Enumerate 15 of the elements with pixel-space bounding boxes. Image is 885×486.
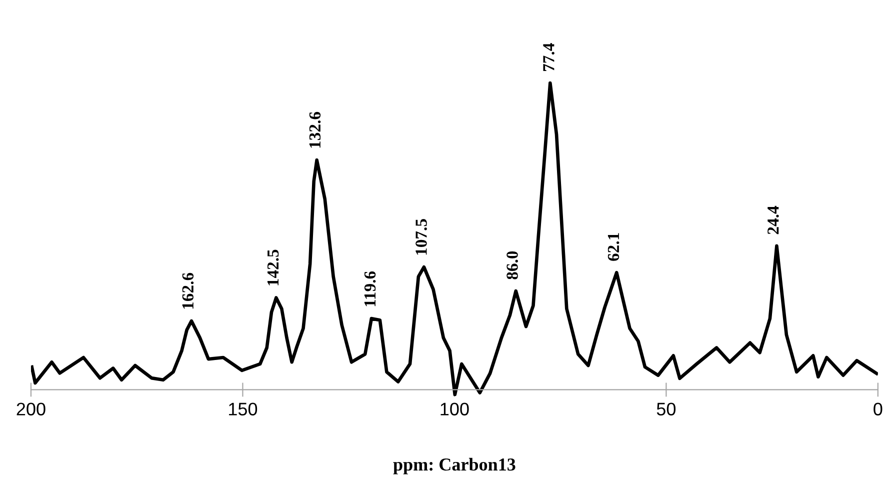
annotation: 142.5 bbox=[267, 250, 279, 286]
annotation: 62.1 bbox=[608, 233, 620, 261]
annotation: 107.5 bbox=[416, 219, 427, 255]
annotation: 86.0 bbox=[506, 251, 518, 280]
annotation: 119.6 bbox=[364, 271, 376, 306]
x-tick-label: 200 bbox=[16, 402, 46, 416]
x-tick-label: 100 bbox=[440, 402, 469, 416]
annotation: 77.4 bbox=[543, 43, 554, 72]
x-tick-label: 0 bbox=[874, 402, 882, 416]
x-tick-label: 150 bbox=[229, 402, 258, 416]
annotation: 24.4 bbox=[768, 206, 779, 234]
annotation: 132.6 bbox=[309, 112, 321, 148]
annotation: 162.6 bbox=[182, 272, 194, 309]
x-axis-title: ppm: Carbon13 bbox=[393, 458, 516, 474]
x-tick-label: 50 bbox=[656, 402, 676, 416]
